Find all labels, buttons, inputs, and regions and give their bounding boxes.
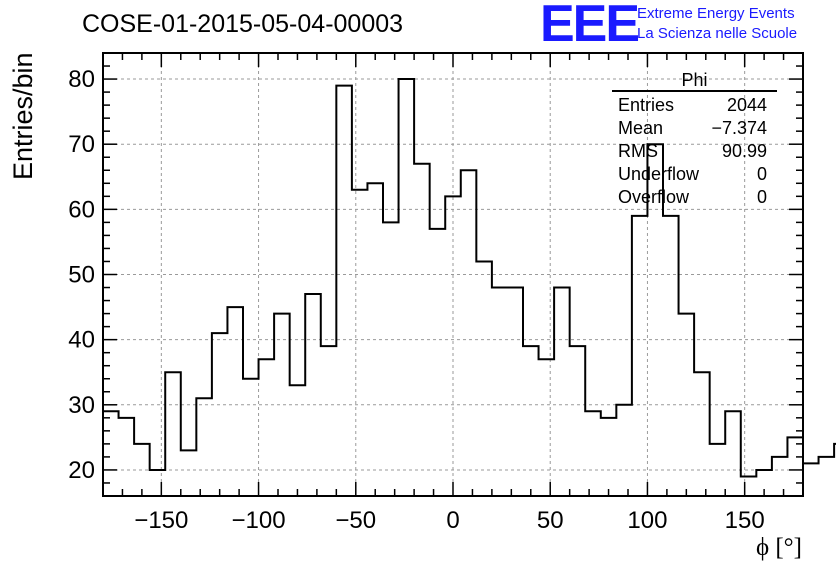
y-axis-label: Entries/bin — [8, 52, 38, 180]
stats-row-entries: Entries 2044 — [612, 94, 777, 117]
axis-ticks — [102, 52, 804, 497]
x-tick-label: −100 — [232, 507, 286, 534]
x-tick-label: 50 — [537, 507, 564, 534]
histogram-series — [103, 78, 836, 478]
brand-line-1: Extreme Energy Events — [637, 5, 795, 22]
stats-label: Overflow — [618, 187, 690, 207]
brand-text: Extreme Energy Events La Scienza nelle S… — [637, 4, 797, 44]
eee-logo: EEE — [540, 0, 640, 53]
y-tick-label: 80 — [68, 66, 95, 93]
x-tick-label: −150 — [134, 507, 188, 534]
stats-box: Phi Entries 2044 Mean −7.374 RMS 90.99 Unde… — [612, 70, 777, 209]
stats-row-overflow: Overflow 0 — [612, 186, 777, 209]
stats-value: 0 — [756, 187, 767, 207]
stats-row-underflow: Underflow 0 — [612, 163, 777, 186]
stats-value: 90.99 — [721, 141, 767, 161]
x-tick-labels: −150 −100 −50 0 50 100 150 — [134, 507, 764, 534]
y-tick-label: 30 — [68, 392, 95, 419]
x-axis-label: ϕ [°] — [755, 534, 802, 561]
stats-label: Underflow — [618, 164, 700, 184]
stats-value: 0 — [756, 164, 767, 184]
stats-row-rms: RMS 90.99 — [612, 140, 777, 163]
plot-frame — [102, 52, 804, 497]
y-tick-label: 20 — [68, 457, 95, 484]
stats-label: Mean — [618, 118, 664, 138]
grid-lines — [103, 53, 803, 496]
brand-line-2: La Scienza nelle Scuole — [637, 25, 798, 42]
x-tick-label: 100 — [627, 507, 667, 534]
x-tick-label: 150 — [725, 507, 765, 534]
y-tick-label: 40 — [68, 327, 95, 354]
stats-value: −7.374 — [711, 118, 767, 138]
stats-title: Phi — [612, 70, 777, 92]
chart-title: COSE-01-2015-05-04-00003 — [82, 10, 404, 38]
x-tick-label: 0 — [446, 507, 459, 534]
y-tick-label: 50 — [68, 262, 95, 289]
y-tick-label: 70 — [68, 131, 95, 158]
stats-row-mean: Mean −7.374 — [612, 117, 777, 140]
y-tick-labels: 20 30 40 50 60 70 80 — [68, 66, 95, 484]
stats-label: RMS — [618, 141, 658, 161]
y-tick-label: 60 — [68, 196, 95, 223]
x-tick-label: −50 — [335, 507, 376, 534]
stats-label: Entries — [618, 95, 675, 115]
stats-value: 2044 — [726, 95, 767, 115]
